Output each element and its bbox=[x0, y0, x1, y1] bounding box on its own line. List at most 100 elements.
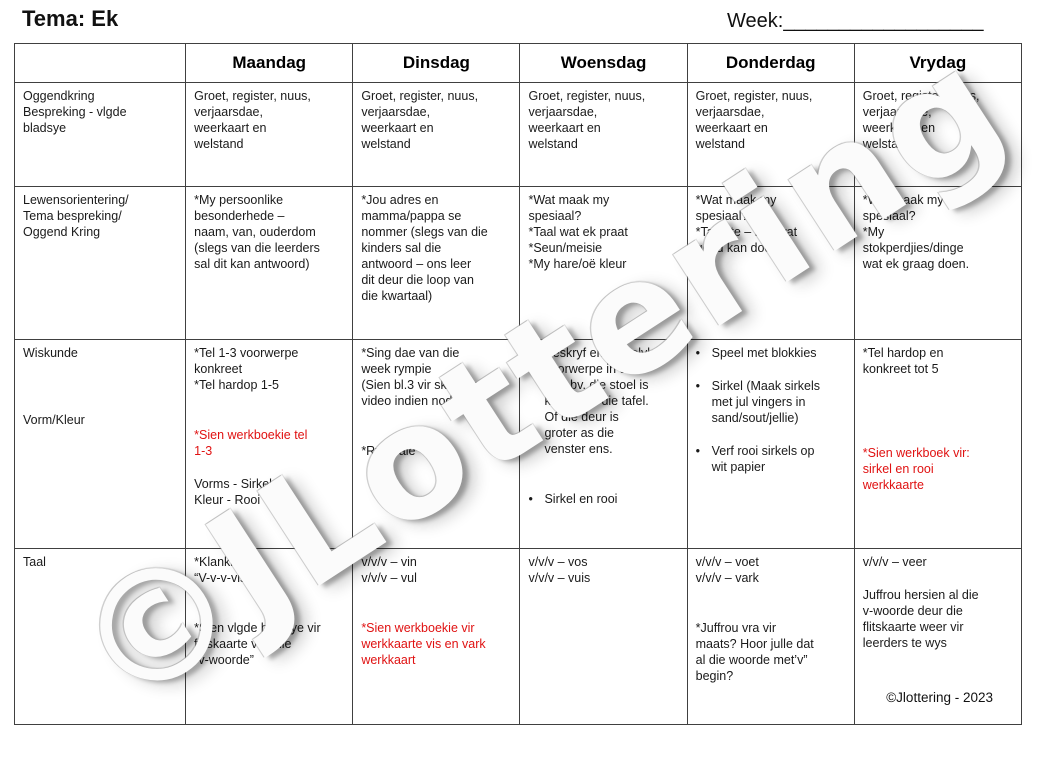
table-row: Oggendkring Bespreking - vlgde bladsye Gr… bbox=[13, 82, 1023, 187]
bullet-icon: • bbox=[695, 346, 701, 360]
table-row: Wiskunde Vorm/Kleur *Tel 1-3 voorwerpe kon… bbox=[13, 339, 1023, 549]
cell-text bbox=[863, 428, 1013, 445]
cell-text: Sirkel en rooi bbox=[544, 492, 618, 506]
schedule-table-body: Oggendkring Bespreking - vlgde bladsye Gr… bbox=[13, 82, 1023, 725]
week-label: Week: bbox=[727, 10, 784, 32]
cell-text: • Verf rooi sirkels op wit papier bbox=[696, 443, 846, 475]
cell-text bbox=[696, 426, 846, 443]
cell-text bbox=[23, 378, 177, 395]
red-note-text: *Sien werkboek vir: sirkel en rooi werkk… bbox=[862, 446, 970, 492]
cell-text: *Wat maak my spesiaal? *Taal wat ek praa… bbox=[528, 193, 628, 271]
week-field: Week:__________________ bbox=[727, 10, 984, 33]
cell-text: Groet, register, nuus, verjaarsdae, weer… bbox=[194, 89, 311, 151]
cell-text: v/v/v – veer bbox=[862, 555, 927, 569]
red-note-text: *Sien werkboekie vir werkkaarte vis en v… bbox=[361, 621, 486, 667]
bullet-icon: • bbox=[528, 346, 533, 360]
cell-text: Wiskunde bbox=[23, 346, 78, 360]
table-cell: Groet, register, nuus, verjaarsdae, weer… bbox=[519, 82, 688, 187]
table-cell: *Tel 1-3 voorwerpe konkreet *Tel hardop … bbox=[185, 339, 354, 549]
cell-text bbox=[194, 586, 344, 603]
cell-text: Oggendkring Bespreking - vlgde bladsye bbox=[23, 89, 127, 135]
cell-text: Groet, register, nuus, verjaarsdae, weer… bbox=[862, 89, 980, 151]
cell-text: Groet, register, nuus, verjaarsdae, weer… bbox=[361, 89, 479, 151]
day-header-woensdag: Woensdag bbox=[519, 43, 688, 83]
cell-text bbox=[528, 474, 678, 491]
cell-text: Lewensorientering/ Tema bespreking/ Ogge… bbox=[23, 193, 129, 239]
cell-text bbox=[863, 570, 1013, 587]
day-header-row: Maandag Dinsdag Woensdag Donderdag Vrydag bbox=[13, 43, 1023, 83]
cell-text: Vorms - Sirkel Kleur - Rooi bbox=[194, 477, 272, 507]
cell-text bbox=[696, 361, 846, 378]
table-cell: Groet, register, nuus, verjaarsdae, weer… bbox=[686, 82, 855, 187]
cell-text bbox=[863, 411, 1013, 428]
table-cell: Groet, register, nuus, verjaarsdae, weer… bbox=[352, 82, 521, 187]
table-cell: • Beskryf en vergelyk voorwerpe in die kl… bbox=[519, 339, 688, 549]
day-header-vrydag: Vrydag bbox=[853, 43, 1023, 83]
day-header-maandag: Maandag bbox=[185, 43, 354, 83]
page-title: Tema: Ek bbox=[22, 6, 119, 31]
cell-text: Speel met blokkies bbox=[711, 346, 817, 360]
row-label: Taal bbox=[13, 548, 187, 725]
cell-text: v/v/v – vin v/v/v – vul bbox=[361, 555, 417, 585]
table-cell: v/v/v – veer Juffrou hersien al die v-woo… bbox=[853, 548, 1023, 725]
cell-text: *Tel hardop en konkreet tot 5 bbox=[862, 346, 944, 376]
cell-text: *Rygkrale bbox=[361, 444, 416, 458]
cell-text: *Wat maak my spesiaal? *Talente – iets w… bbox=[695, 193, 798, 255]
cell-text bbox=[863, 394, 1013, 411]
cell-text bbox=[194, 459, 344, 476]
cell-text: *Juffrou vra vir maats? Hoor julle dat a… bbox=[695, 621, 814, 683]
cell-text: Groet, register, nuus, verjaarsdae, weer… bbox=[528, 89, 646, 151]
cell-text: Vorm/Kleur bbox=[23, 413, 85, 427]
row-label: Lewensorientering/ Tema bespreking/ Ogge… bbox=[13, 186, 187, 340]
cell-text: *Jou adres en mamma/pappa se nommer (sle… bbox=[361, 193, 488, 303]
table-cell: *Wat maak my spesiaal? *Taal wat ek praa… bbox=[519, 186, 688, 340]
cell-text: Groet, register, nuus, verjaarsdae, weer… bbox=[695, 89, 813, 151]
cell-text: *Sing dae van die week rympie (Sien bl.3… bbox=[361, 346, 488, 408]
table-cell: *Jou adres en mamma/pappa se nommer (sle… bbox=[352, 186, 521, 340]
cell-text bbox=[863, 377, 1013, 394]
cell-text bbox=[194, 603, 344, 620]
cell-text: *My persoonlike besonderhede – naam, van… bbox=[194, 193, 320, 271]
cell-text: *Klankie “V-v-v-vis” bbox=[194, 555, 251, 585]
cell-text: *Sien vlgde bladsye vir flitskaarte van … bbox=[194, 621, 321, 667]
week-blank-line: __________________ bbox=[783, 10, 984, 32]
cell-text: *Wat maak my spesiaal? *My stokperdjies/… bbox=[862, 193, 970, 271]
table-cell: *Klankie “V-v-v-vis” *Sien vlgde bladsye … bbox=[185, 548, 354, 725]
table-cell: *Wat maak my spesiaal? *Talente – iets w… bbox=[686, 186, 855, 340]
cell-text bbox=[361, 409, 511, 426]
weekly-plan-table: Maandag Dinsdag Woensdag Donderdag Vrydag Og… bbox=[13, 43, 1023, 725]
day-header-donderdag: Donderdag bbox=[686, 43, 855, 83]
cell-text bbox=[528, 457, 678, 474]
cell-text bbox=[361, 603, 511, 620]
cell-text: Taal bbox=[23, 555, 46, 569]
row-label: Oggendkring Bespreking - vlgde bladsye bbox=[13, 82, 187, 187]
red-note-text: *Sien werkboekie tel 1-3 bbox=[194, 428, 308, 458]
cell-text: *Tel 1-3 voorwerpe konkreet *Tel hardop … bbox=[194, 346, 299, 392]
copyright-footer: ©Jlottering - 2023 bbox=[886, 690, 993, 705]
table-cell: v/v/v – voet v/v/v – vark *Juffrou vra vi… bbox=[686, 548, 855, 725]
cell-text: Juffrou hersien al die v-woorde deur die… bbox=[862, 588, 979, 650]
cell-text: • Beskryf en vergelyk voorwerpe in die kl… bbox=[528, 345, 678, 457]
bullet-icon: • bbox=[695, 379, 701, 393]
cell-text: v/v/v – voet v/v/v – vark bbox=[695, 555, 759, 585]
cell-text bbox=[696, 586, 846, 603]
table-cell: *My persoonlike besonderhede – naam, van… bbox=[185, 186, 354, 340]
cell-text bbox=[361, 586, 511, 603]
table-cell: Groet, register, nuus, verjaarsdae, weer… bbox=[853, 82, 1023, 187]
table-cell: *Tel hardop en konkreet tot 5 *Sien werkb… bbox=[853, 339, 1023, 549]
table-cell: v/v/v – vin v/v/v – vul *Sien werkboekie … bbox=[352, 548, 521, 725]
cell-text: • Sirkel (Maak sirkels met jul vingers in… bbox=[696, 378, 846, 426]
cell-text: Verf rooi sirkels op wit papier bbox=[711, 444, 815, 474]
table-row: Lewensorientering/ Tema bespreking/ Ogge… bbox=[13, 186, 1023, 340]
cell-text: Beskryf en vergelyk voorwerpe in die kla… bbox=[544, 346, 654, 456]
cell-text bbox=[361, 426, 511, 443]
cell-text bbox=[194, 393, 344, 410]
cell-text: • Sirkel en rooi bbox=[528, 491, 678, 507]
corner-header-cell bbox=[13, 43, 187, 83]
table-cell: Groet, register, nuus, verjaarsdae, weer… bbox=[185, 82, 354, 187]
cell-text: v/v/v – vos v/v/v – vuis bbox=[528, 555, 591, 585]
table-cell: • Speel met blokkies • Sirkel (Maak sirkels… bbox=[686, 339, 855, 549]
cell-text bbox=[23, 361, 177, 378]
bullet-icon: • bbox=[695, 444, 701, 458]
table-cell: *Sing dae van die week rympie (Sien bl.3… bbox=[352, 339, 521, 549]
